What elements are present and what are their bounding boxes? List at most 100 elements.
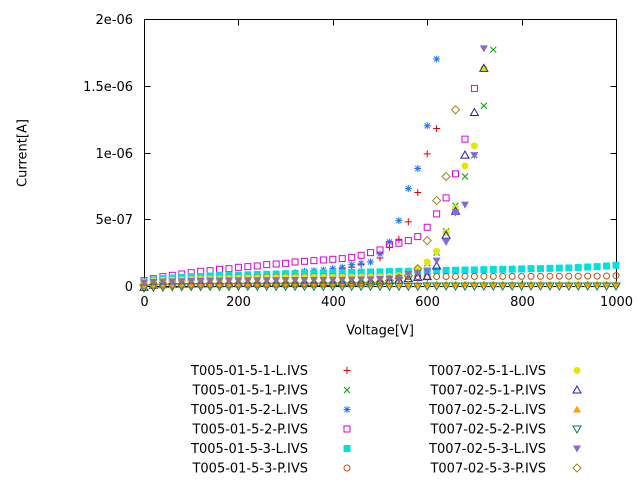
data-point-marker [328, 278, 338, 288]
data-point-marker [479, 45, 488, 53]
data-point-marker [338, 269, 346, 277]
data-point-marker [384, 282, 395, 292]
data-point-marker [573, 367, 581, 374]
data-point-marker [470, 152, 479, 160]
data-point-marker [611, 282, 621, 292]
data-point-marker [394, 274, 403, 282]
data-point-marker [555, 264, 563, 272]
data-point-marker [329, 255, 337, 263]
data-point-marker [582, 282, 593, 292]
data-point-marker [527, 272, 535, 280]
data-point-marker [422, 282, 433, 292]
data-point-marker [186, 279, 196, 290]
data-point-marker [404, 218, 412, 226]
data-point-marker [461, 266, 469, 274]
data-point-marker [423, 268, 432, 276]
x-tick-label: 600 [415, 295, 440, 310]
data-point-marker [263, 261, 271, 269]
legend-marker-cross [343, 386, 351, 394]
data-point-marker [290, 278, 300, 289]
data-point-marker [195, 279, 206, 289]
data-point-marker [343, 464, 351, 472]
data-point-marker [148, 280, 159, 290]
legend-label-T005-01-5-3-L.IVS: T005-01-5-3-L.IVS [190, 442, 308, 457]
data-point-marker [376, 268, 384, 276]
data-point-marker [470, 84, 478, 92]
data-point-marker [347, 276, 356, 284]
data-point-marker [243, 279, 253, 289]
data-point-marker [343, 386, 351, 394]
data-point-marker [423, 122, 431, 130]
data-point-marker [395, 267, 403, 275]
legend-marker-square-open [343, 425, 351, 433]
data-point-marker [167, 279, 178, 290]
data-point-marker [469, 107, 480, 116]
data-point-marker [433, 267, 441, 275]
data-point-marker [367, 249, 375, 257]
data-point-marker [592, 282, 602, 292]
data-point-marker [422, 235, 432, 246]
data-point-marker [441, 230, 451, 239]
data-point-marker [234, 263, 242, 271]
data-point-marker [461, 135, 469, 143]
data-point-marker [433, 124, 441, 132]
data-point-marker [516, 282, 527, 292]
data-point-marker [593, 263, 601, 271]
x-tick-label: 200 [226, 295, 251, 310]
data-point-marker [299, 278, 310, 289]
data-point-marker [413, 263, 423, 274]
data-point-marker [518, 265, 526, 273]
data-point-marker [431, 260, 442, 270]
data-point-marker [300, 269, 308, 277]
data-point-marker [518, 272, 526, 280]
data-point-marker [460, 282, 470, 292]
data-point-marker [572, 463, 582, 473]
data-point-marker [422, 271, 433, 281]
data-point-marker [612, 261, 620, 269]
legend-marker-triangle-up-open [572, 384, 582, 394]
data-point-marker [357, 251, 365, 259]
data-point-marker [205, 279, 215, 289]
data-point-marker [282, 259, 290, 267]
data-point-marker [612, 272, 620, 280]
data-point-marker [478, 63, 489, 72]
data-point-marker [343, 406, 351, 413]
data-point-marker [584, 272, 592, 280]
legend-marker-triangle-down-open [572, 425, 582, 435]
data-point-marker [282, 270, 290, 278]
data-point-marker [573, 445, 581, 453]
data-point-marker [526, 282, 536, 292]
data-point-marker [563, 282, 574, 292]
data-point-marker [489, 272, 497, 280]
x-tick-label: 1000 [600, 295, 633, 310]
data-point-marker [214, 279, 225, 289]
data-point-marker [376, 276, 384, 284]
data-point-marker [480, 272, 488, 280]
data-point-marker [432, 257, 441, 265]
series-T007-02-5-3-P.IVS [139, 105, 461, 291]
data-point-marker [271, 278, 281, 289]
data-point-marker [215, 277, 224, 285]
data-point-marker [461, 173, 469, 180]
data-point-marker [412, 272, 423, 281]
data-point-marker [395, 239, 403, 247]
data-point-marker [461, 162, 469, 170]
data-point-marker [573, 282, 584, 292]
data-point-marker [403, 270, 414, 281]
legend-marker-triangle-down-filled [573, 445, 581, 453]
data-point-marker [470, 142, 478, 150]
data-point-marker [441, 171, 451, 182]
data-point-marker [158, 278, 167, 286]
data-point-marker [375, 277, 385, 287]
series-T007-02-5-3-L.IVS [140, 45, 488, 287]
data-point-marker [442, 194, 450, 202]
legend-label-T005-01-5-1-L.IVS: T005-01-5-1-L.IVS [190, 364, 308, 379]
x-tick-label: 0 [140, 295, 148, 310]
x-axis-title: Voltage[V] [346, 323, 414, 339]
legend-marker-triangle-up-filled [573, 405, 581, 413]
data-point-marker [461, 272, 469, 280]
data-point-marker [187, 277, 196, 285]
data-point-marker [433, 247, 441, 255]
data-point-marker [367, 258, 375, 266]
